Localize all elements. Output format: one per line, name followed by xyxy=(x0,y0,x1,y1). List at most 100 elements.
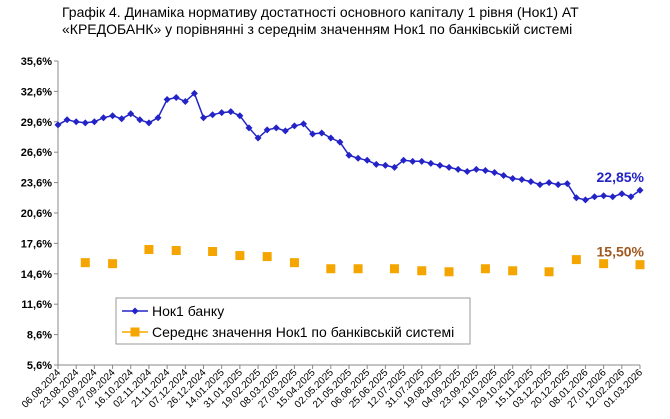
point xyxy=(417,266,427,276)
point xyxy=(209,111,217,119)
point xyxy=(181,98,189,106)
point xyxy=(81,119,89,127)
legend-marker xyxy=(130,327,140,337)
point xyxy=(208,247,218,257)
point xyxy=(245,124,253,132)
point xyxy=(289,258,299,268)
point xyxy=(171,245,181,255)
y-tick-label: 32,6% xyxy=(21,86,52,98)
point xyxy=(508,266,518,276)
point xyxy=(281,127,289,135)
legend-box xyxy=(115,297,471,345)
point xyxy=(571,255,581,265)
point xyxy=(54,121,62,129)
point xyxy=(72,118,80,126)
point xyxy=(254,134,262,142)
point xyxy=(618,190,626,198)
point xyxy=(300,120,308,128)
point xyxy=(236,112,244,120)
point xyxy=(353,264,363,274)
point xyxy=(262,252,272,262)
point xyxy=(290,122,298,130)
point xyxy=(436,161,444,169)
point xyxy=(118,115,126,123)
y-tick-label: 8,6% xyxy=(27,330,52,342)
point xyxy=(336,138,344,146)
point xyxy=(389,264,399,274)
point xyxy=(272,124,280,132)
point xyxy=(381,161,389,169)
legend-marker xyxy=(131,307,139,315)
y-tick-label: 11,6% xyxy=(21,299,52,311)
point xyxy=(591,193,599,201)
point xyxy=(480,264,490,274)
point xyxy=(109,112,117,120)
data-label: 15,50% xyxy=(597,244,645,260)
point xyxy=(472,165,480,173)
point xyxy=(454,165,462,173)
point xyxy=(200,114,207,122)
y-tick-label: 26,6% xyxy=(21,147,52,159)
point xyxy=(554,181,562,189)
point xyxy=(99,114,107,122)
point xyxy=(409,157,417,165)
point xyxy=(599,259,609,269)
point xyxy=(218,109,226,117)
point xyxy=(636,186,644,194)
point xyxy=(327,134,335,142)
y-tick-label: 14,6% xyxy=(21,269,52,281)
point xyxy=(127,110,135,118)
y-tick-label: 5,6% xyxy=(27,360,52,372)
point xyxy=(318,129,326,137)
point xyxy=(545,179,553,187)
point xyxy=(80,258,90,268)
point xyxy=(145,119,153,127)
point xyxy=(163,96,171,104)
y-tick-label: 35,6% xyxy=(21,56,52,68)
point xyxy=(581,196,589,204)
point xyxy=(235,251,245,261)
series-line xyxy=(57,92,641,201)
legend-label: Середнє значення Нок1 по банківській сис… xyxy=(152,324,454,340)
point xyxy=(572,194,580,202)
point xyxy=(400,156,408,164)
point xyxy=(544,267,554,277)
point xyxy=(154,114,162,122)
point xyxy=(227,108,235,116)
point xyxy=(427,159,435,167)
point xyxy=(445,163,453,171)
point xyxy=(144,244,154,254)
y-tick-label: 20,6% xyxy=(21,208,52,220)
point xyxy=(136,116,144,124)
point xyxy=(509,175,517,183)
point xyxy=(372,160,380,168)
point xyxy=(354,154,362,162)
point xyxy=(390,163,398,171)
point xyxy=(563,180,571,188)
point xyxy=(63,116,71,124)
point xyxy=(190,89,198,97)
chart-title: Графік 4. Динаміка нормативу достатності… xyxy=(62,4,579,37)
y-tick-label: 17,6% xyxy=(21,238,52,250)
legend-label: Нок1 банку xyxy=(152,303,224,319)
point xyxy=(635,260,645,270)
point xyxy=(481,166,489,174)
point xyxy=(536,181,544,189)
point xyxy=(500,172,508,180)
y-tick-label: 23,6% xyxy=(21,178,52,190)
point xyxy=(527,178,535,186)
point xyxy=(491,168,498,176)
y-tick-label: 29,6% xyxy=(21,117,52,129)
point xyxy=(444,267,454,277)
point xyxy=(463,167,471,175)
point xyxy=(363,156,371,164)
point xyxy=(518,176,526,184)
data-label: 22,85% xyxy=(597,169,645,185)
point xyxy=(345,151,353,159)
point xyxy=(600,192,608,200)
point xyxy=(90,118,98,126)
point xyxy=(627,193,635,201)
point xyxy=(609,193,617,201)
